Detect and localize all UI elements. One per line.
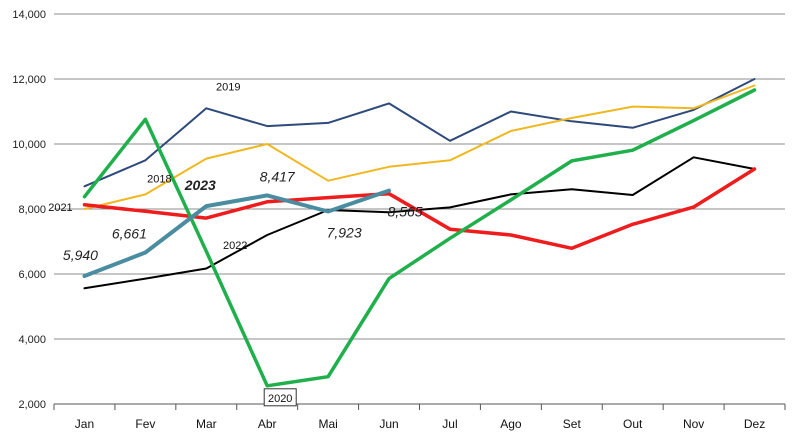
series-label-2023: 2023 bbox=[184, 177, 216, 193]
data-label: 7,923 bbox=[327, 225, 362, 241]
data-label: 8,417 bbox=[260, 168, 296, 184]
x-tick-label: Nov bbox=[683, 417, 704, 431]
series-lines bbox=[82, 78, 757, 388]
x-tick-label: Set bbox=[563, 417, 582, 431]
x-tick-label: Mar bbox=[196, 417, 217, 431]
y-tick-label: 10,000 bbox=[12, 139, 46, 151]
x-tick-label: Ago bbox=[500, 417, 522, 431]
series-line-2019 bbox=[83, 78, 756, 188]
x-tick-label: Mai bbox=[318, 417, 337, 431]
series-line-2021 bbox=[82, 167, 757, 251]
series-label-2019: 2019 bbox=[216, 81, 240, 93]
series-label-2020: 2020 bbox=[268, 393, 292, 405]
series-line-2020 bbox=[82, 88, 757, 388]
series-label-2018: 2018 bbox=[147, 173, 171, 185]
series-label-2022: 2022 bbox=[223, 240, 247, 252]
x-tick-label: Fev bbox=[135, 417, 155, 431]
series-labels: 2019 2018 2022 2021 2020 2023 5,940 6,661 8,417 7… bbox=[48, 81, 423, 407]
series-line-2018 bbox=[83, 84, 756, 210]
series-label-box bbox=[263, 388, 297, 407]
x-tick-label: Dez bbox=[744, 417, 765, 431]
series-line-2023 bbox=[82, 188, 391, 278]
x-tick-label: Out bbox=[623, 417, 643, 431]
data-label: 5,940 bbox=[63, 247, 98, 263]
y-tick-label: 14,000 bbox=[12, 9, 46, 21]
x-tick-label: Abr bbox=[258, 417, 277, 431]
y-tick-label: 12,000 bbox=[12, 74, 46, 86]
y-tick-label: 6,000 bbox=[18, 269, 46, 281]
y-tick-label: 2,000 bbox=[18, 399, 46, 411]
series-label-2021: 2021 bbox=[48, 202, 72, 214]
data-label: 6,661 bbox=[112, 226, 147, 242]
y-tick-label: 4,000 bbox=[18, 334, 46, 346]
y-tick-label: 8,000 bbox=[18, 204, 46, 216]
x-tick-label: Jul bbox=[442, 417, 457, 431]
x-tick-label: Jun bbox=[379, 417, 398, 431]
x-tick-label: Jan bbox=[75, 417, 94, 431]
data-label: 8,565 bbox=[388, 204, 423, 220]
axes: 2,000 4,000 6,000 8,000 10,000 12,000 14,000 Ja… bbox=[12, 9, 786, 431]
